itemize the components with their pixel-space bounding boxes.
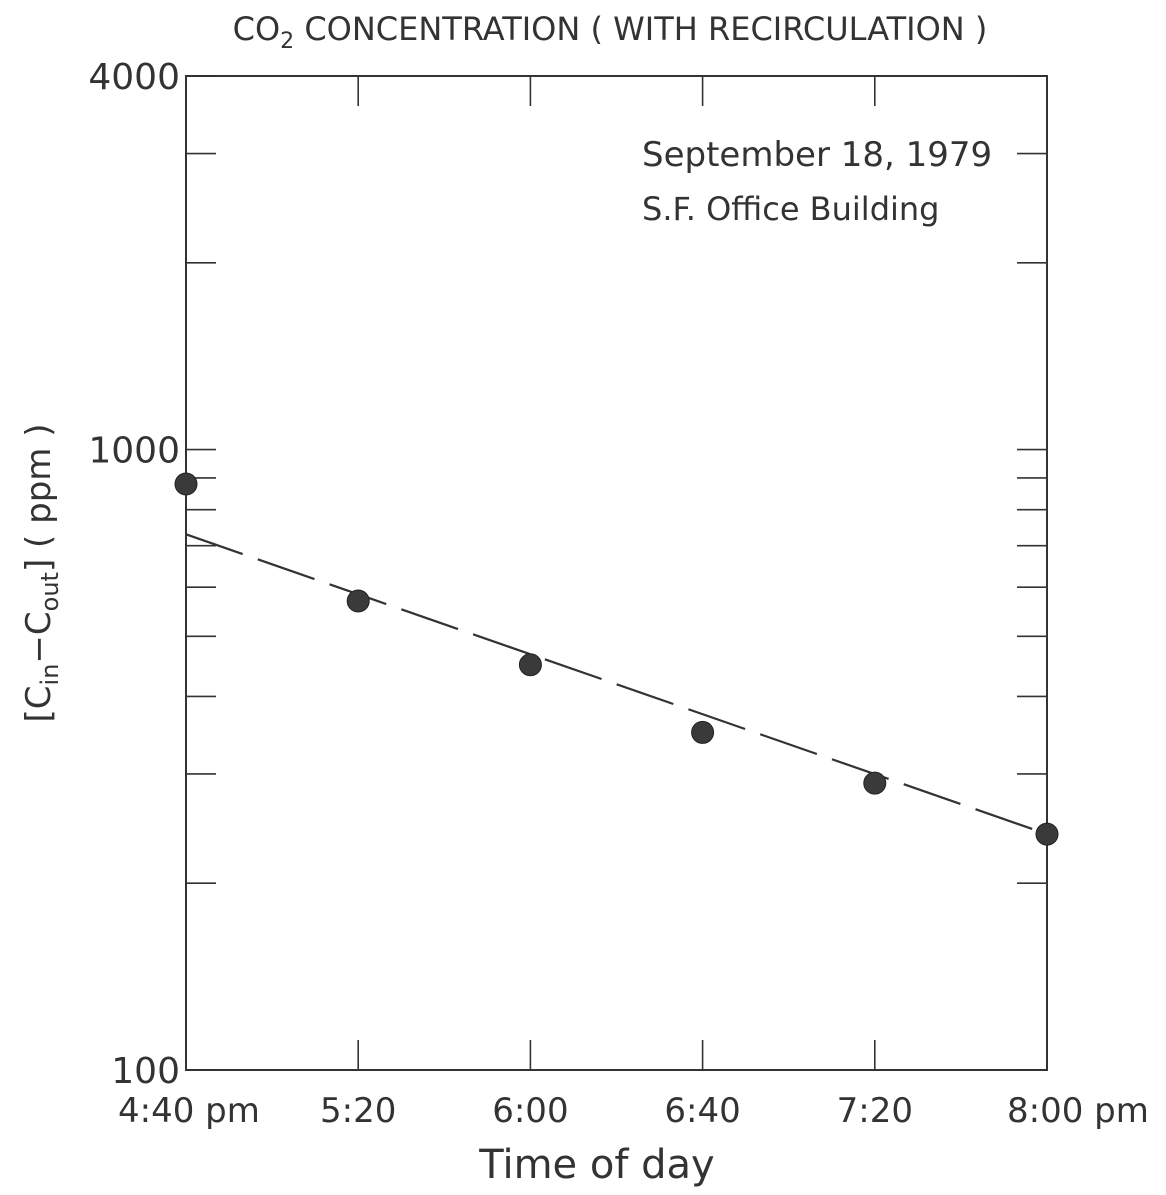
data-point	[691, 720, 715, 744]
y-tick-label: 100	[111, 1051, 180, 1092]
chart-title: CO2 CONCENTRATION ( WITH RECIRCULATION )	[233, 10, 988, 54]
data-points	[174, 472, 1059, 846]
x-tick-label: 5:20	[320, 1091, 396, 1131]
data-point	[863, 771, 887, 795]
x-tick-label: 6:00	[492, 1091, 568, 1131]
y-tick-labels: 100 1000 4000	[88, 57, 180, 1092]
x-tick-label: 6:40	[664, 1091, 740, 1131]
data-point	[1035, 822, 1059, 846]
y-tick-label: 4000	[88, 57, 180, 98]
x-tick-label: 8:00 pm	[1007, 1091, 1149, 1131]
data-point	[346, 589, 370, 613]
data-point	[518, 653, 542, 677]
x-tick-label: 7:20	[837, 1091, 913, 1131]
y-tick-label: 1000	[88, 431, 180, 472]
fit-line	[185, 533, 1048, 836]
data-point	[174, 472, 198, 496]
x-tick-label: 4:40 pm	[118, 1091, 260, 1131]
y-axis-label: [Cin−Cout] ( ppm )	[19, 424, 64, 723]
plot-frame	[185, 75, 1048, 1071]
x-axis-label: Time of day	[478, 1142, 714, 1188]
annotation-date: September 18, 1979	[642, 135, 992, 175]
annotation-location: S.F. Office Building	[642, 190, 939, 228]
x-tick-labels: 4:40 pm 5:20 6:00 6:40 7:20 8:00 pm	[118, 1091, 1149, 1131]
